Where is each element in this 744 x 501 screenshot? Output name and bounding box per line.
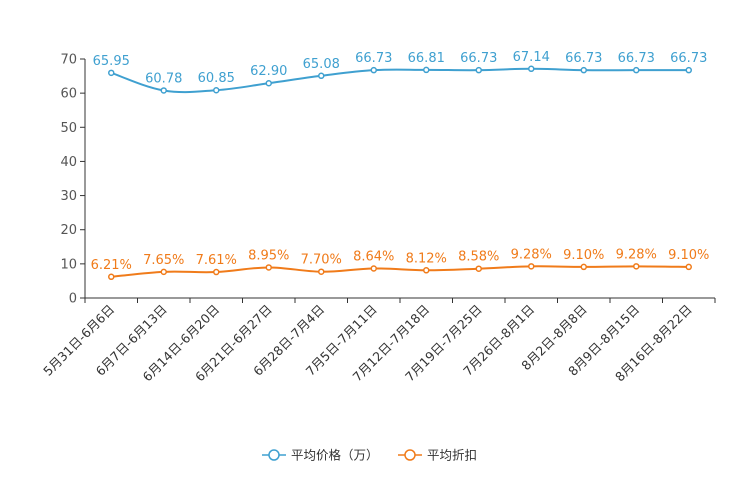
data-point [370, 66, 377, 74]
data-point [528, 65, 535, 73]
data-point [318, 268, 325, 275]
y-tick-label: 40 [60, 155, 77, 170]
data-point [265, 264, 272, 271]
data-label: 67.14 [513, 50, 550, 65]
data-label: 8.12% [406, 251, 447, 266]
y-tick-label: 50 [60, 121, 77, 136]
data-point [685, 263, 692, 271]
series-line [111, 265, 689, 278]
y-tick-label: 10 [60, 257, 77, 272]
y-tick-label: 30 [60, 189, 77, 204]
data-label: 65.95 [93, 54, 130, 69]
data-point [475, 265, 482, 272]
series-1: 65.95 60.78 60.85 62.90 65.08 66.73 66.81 66.73… [93, 50, 707, 94]
legend-marker-icon [268, 449, 280, 461]
data-point [423, 66, 430, 74]
data-point [685, 66, 692, 74]
data-point [475, 66, 482, 74]
data-label: 66.73 [460, 51, 497, 66]
data-label: 66.73 [565, 51, 602, 66]
data-label: 65.08 [303, 57, 340, 72]
data-label: 9.28% [511, 247, 552, 262]
data-label: 6.21% [91, 258, 132, 273]
data-point [213, 268, 220, 276]
data-label: 60.78 [145, 71, 182, 86]
legend: 平均价格（万） 平均折扣 [262, 448, 477, 463]
legend-label: 平均折扣 [427, 448, 477, 463]
data-point [370, 265, 377, 272]
data-point [318, 72, 325, 80]
data-label: 9.10% [563, 248, 604, 263]
data-point [160, 87, 167, 94]
data-label: 7.65% [143, 253, 184, 268]
data-label: 66.73 [670, 51, 707, 66]
legend-item: 平均价格（万） [262, 448, 379, 463]
y-tick-label: 70 [60, 53, 77, 68]
y-tick-label: 0 [69, 292, 77, 307]
legend-marker-icon [404, 449, 416, 461]
data-label: 66.73 [618, 51, 655, 66]
data-label: 60.85 [198, 71, 235, 86]
data-label: 9.28% [616, 247, 657, 262]
data-label: 62.90 [250, 64, 287, 79]
data-label: 8.64% [353, 250, 394, 265]
data-point [580, 263, 587, 271]
data-point [633, 66, 640, 74]
data-label: 66.73 [355, 51, 392, 66]
data-point [265, 79, 272, 87]
data-point [160, 268, 167, 276]
data-point [528, 263, 535, 270]
data-label: 7.70% [301, 253, 342, 268]
data-point [580, 66, 587, 74]
series-line [110, 67, 689, 94]
data-label: 8.58% [458, 250, 499, 265]
data-point [213, 86, 220, 94]
data-label: 7.61% [196, 253, 237, 268]
data-point [108, 273, 115, 281]
data-label: 9.10% [668, 248, 709, 263]
legend-label: 平均价格（万） [291, 448, 379, 463]
data-point [633, 263, 640, 270]
legend-item: 平均折扣 [398, 448, 477, 463]
series-2: 6.21% 7.65% 7.61% 8.95% 7.70% 8.64% 8.12% 8.58%… [91, 247, 709, 281]
y-tick-label: 60 [60, 87, 77, 102]
data-label: 66.81 [408, 51, 445, 66]
y-tick-label: 20 [60, 223, 77, 238]
data-label: 8.95% [248, 248, 289, 263]
data-point [108, 69, 115, 77]
data-point [423, 267, 430, 274]
